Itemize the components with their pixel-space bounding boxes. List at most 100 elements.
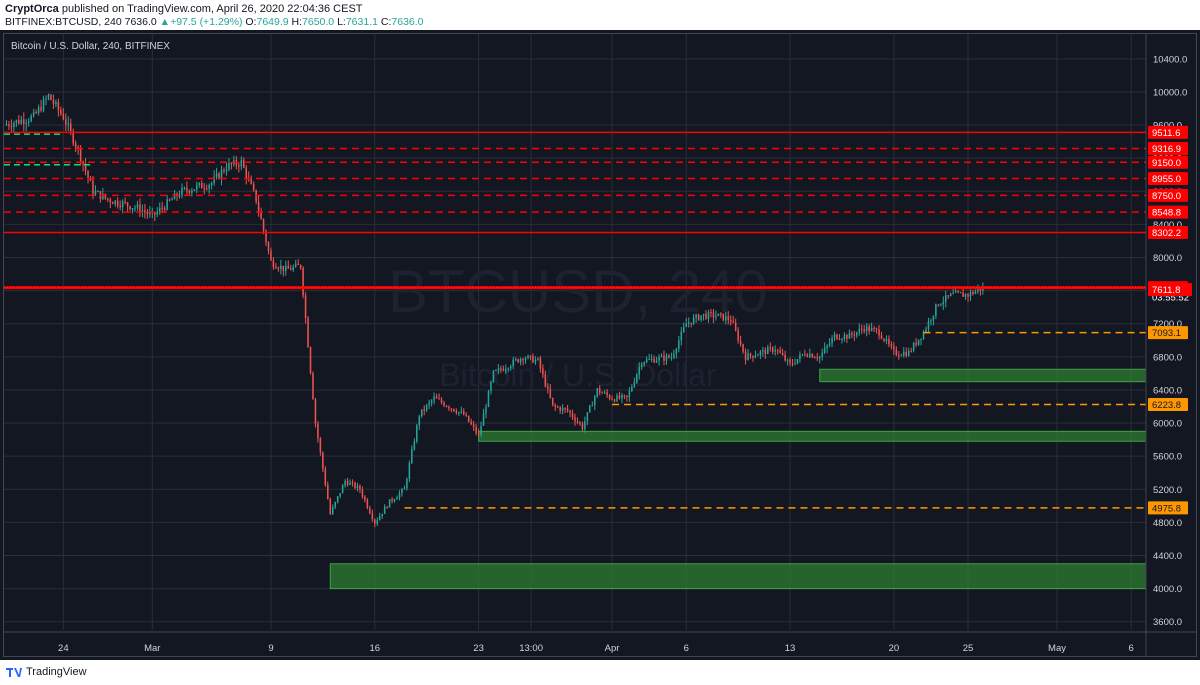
horizontal-levels[interactable] (4, 131, 1146, 509)
chart-title: Bitcoin / U.S. Dollar, 240, BITFINEX (11, 41, 170, 52)
candle-body (388, 499, 391, 508)
candle-body (467, 415, 470, 422)
candle-body (747, 353, 749, 361)
candle-body (910, 350, 912, 352)
candle-body (275, 266, 277, 269)
time-axis[interactable]: 24 Mar 9 16 23 13:00 Apr 6 13 20 25 May 6 (4, 631, 1196, 654)
bar-countdown: 03:55:52 (1152, 293, 1189, 304)
candle-body (260, 211, 262, 220)
candle-body (102, 193, 104, 200)
candle-body (856, 332, 858, 336)
candle-body (497, 368, 500, 371)
price-label: 4975.8 (1152, 503, 1181, 514)
candle-body (149, 212, 151, 215)
candle-body (873, 327, 875, 329)
candle-body (836, 334, 838, 340)
y-tick-label: 6400.0 (1153, 385, 1182, 396)
candle-body (823, 347, 826, 353)
last-price: 7636.0 (124, 16, 157, 28)
candle-body (57, 101, 60, 110)
footer-brand[interactable]: TradingView (26, 666, 87, 678)
candle-body (974, 291, 977, 294)
price-chart[interactable]: BTCUSD, 240 Bitcoin / U.S. Dollar 3600.0… (0, 0, 1200, 660)
candle-body (752, 355, 754, 358)
candle-body (749, 353, 752, 356)
y-tick-label: 7200.0 (1153, 319, 1182, 330)
candle-body (977, 288, 979, 292)
candle-body (561, 407, 564, 411)
price-label-bg (1148, 205, 1188, 219)
candle-body (860, 328, 863, 330)
candle-body (406, 478, 408, 489)
candle-body (302, 267, 304, 296)
candle-body (359, 485, 361, 490)
y-tick-label: 6000.0 (1153, 419, 1182, 430)
price-label: 6223.8 (1152, 400, 1181, 411)
candle-body (757, 354, 759, 356)
candle-body (354, 482, 356, 488)
open-value: 7649.9 (256, 16, 289, 28)
candle-body (265, 230, 267, 243)
candle-body (678, 340, 680, 350)
author-name[interactable]: CryptOrca (5, 3, 59, 15)
candle-body (633, 382, 636, 387)
candle-body (267, 242, 270, 251)
price-label-bg (1148, 326, 1188, 340)
demand-zone (329, 563, 1147, 590)
candle-body (581, 423, 584, 430)
candle-body (529, 355, 532, 357)
candle-body (65, 119, 67, 125)
price-label: 9511.6 (1152, 128, 1180, 139)
candle-body (537, 358, 539, 360)
x-tick-label: 9 (268, 643, 273, 654)
candle-body (922, 331, 925, 339)
candle-body (250, 178, 252, 184)
candle-body (356, 485, 359, 488)
candle-body (532, 355, 534, 363)
candle-body (962, 292, 964, 297)
candle-body (776, 350, 779, 352)
candle-body (408, 463, 411, 479)
candle-body (477, 432, 480, 435)
price-label-bg (1148, 171, 1188, 185)
candle-body (729, 319, 732, 322)
candle-body (591, 405, 594, 407)
candle-body (888, 338, 890, 345)
x-tick-label: Apr (605, 643, 620, 654)
candle-body (386, 506, 388, 508)
candle-body (917, 339, 920, 345)
candle-body (542, 368, 544, 375)
close-value: 7636.0 (391, 16, 424, 28)
candle-body (640, 364, 643, 368)
candle-body (393, 499, 396, 502)
candle-body (208, 185, 210, 189)
candle-body (62, 113, 65, 120)
candle-body (351, 482, 354, 484)
candle-body (369, 507, 371, 514)
y-tick-label: 4800.0 (1153, 518, 1182, 529)
candle-body (616, 395, 618, 402)
candle-body (329, 499, 332, 515)
candle-body (650, 358, 653, 360)
publish-line: CryptOrca published on TradingView.com, … (5, 3, 363, 15)
footer: TradingView (0, 660, 1200, 685)
candle-body (433, 396, 435, 401)
candle-body (482, 413, 485, 426)
candle-body (898, 354, 900, 356)
candle-body (331, 507, 334, 515)
candle-body (809, 353, 811, 357)
candle-body (5, 124, 8, 126)
candle-body (848, 333, 851, 339)
price-axis[interactable]: 3600.0 4000.0 4400.0 4800.0 5200.0 5600.0 6000… (1145, 34, 1187, 656)
watermark-symbol: BTCUSD, 240 (388, 258, 768, 325)
candle-body (69, 123, 72, 131)
candle-body (665, 355, 668, 361)
candle-body (631, 386, 633, 391)
candle-body (67, 123, 70, 125)
y-tick-label: 8400.0 (1153, 220, 1182, 231)
candle-body (534, 359, 537, 363)
price-change: +97.5 (+1.29%) (170, 16, 243, 28)
candle-body (675, 349, 678, 354)
candle-body (759, 351, 762, 355)
x-tick-label: 13 (785, 643, 796, 654)
